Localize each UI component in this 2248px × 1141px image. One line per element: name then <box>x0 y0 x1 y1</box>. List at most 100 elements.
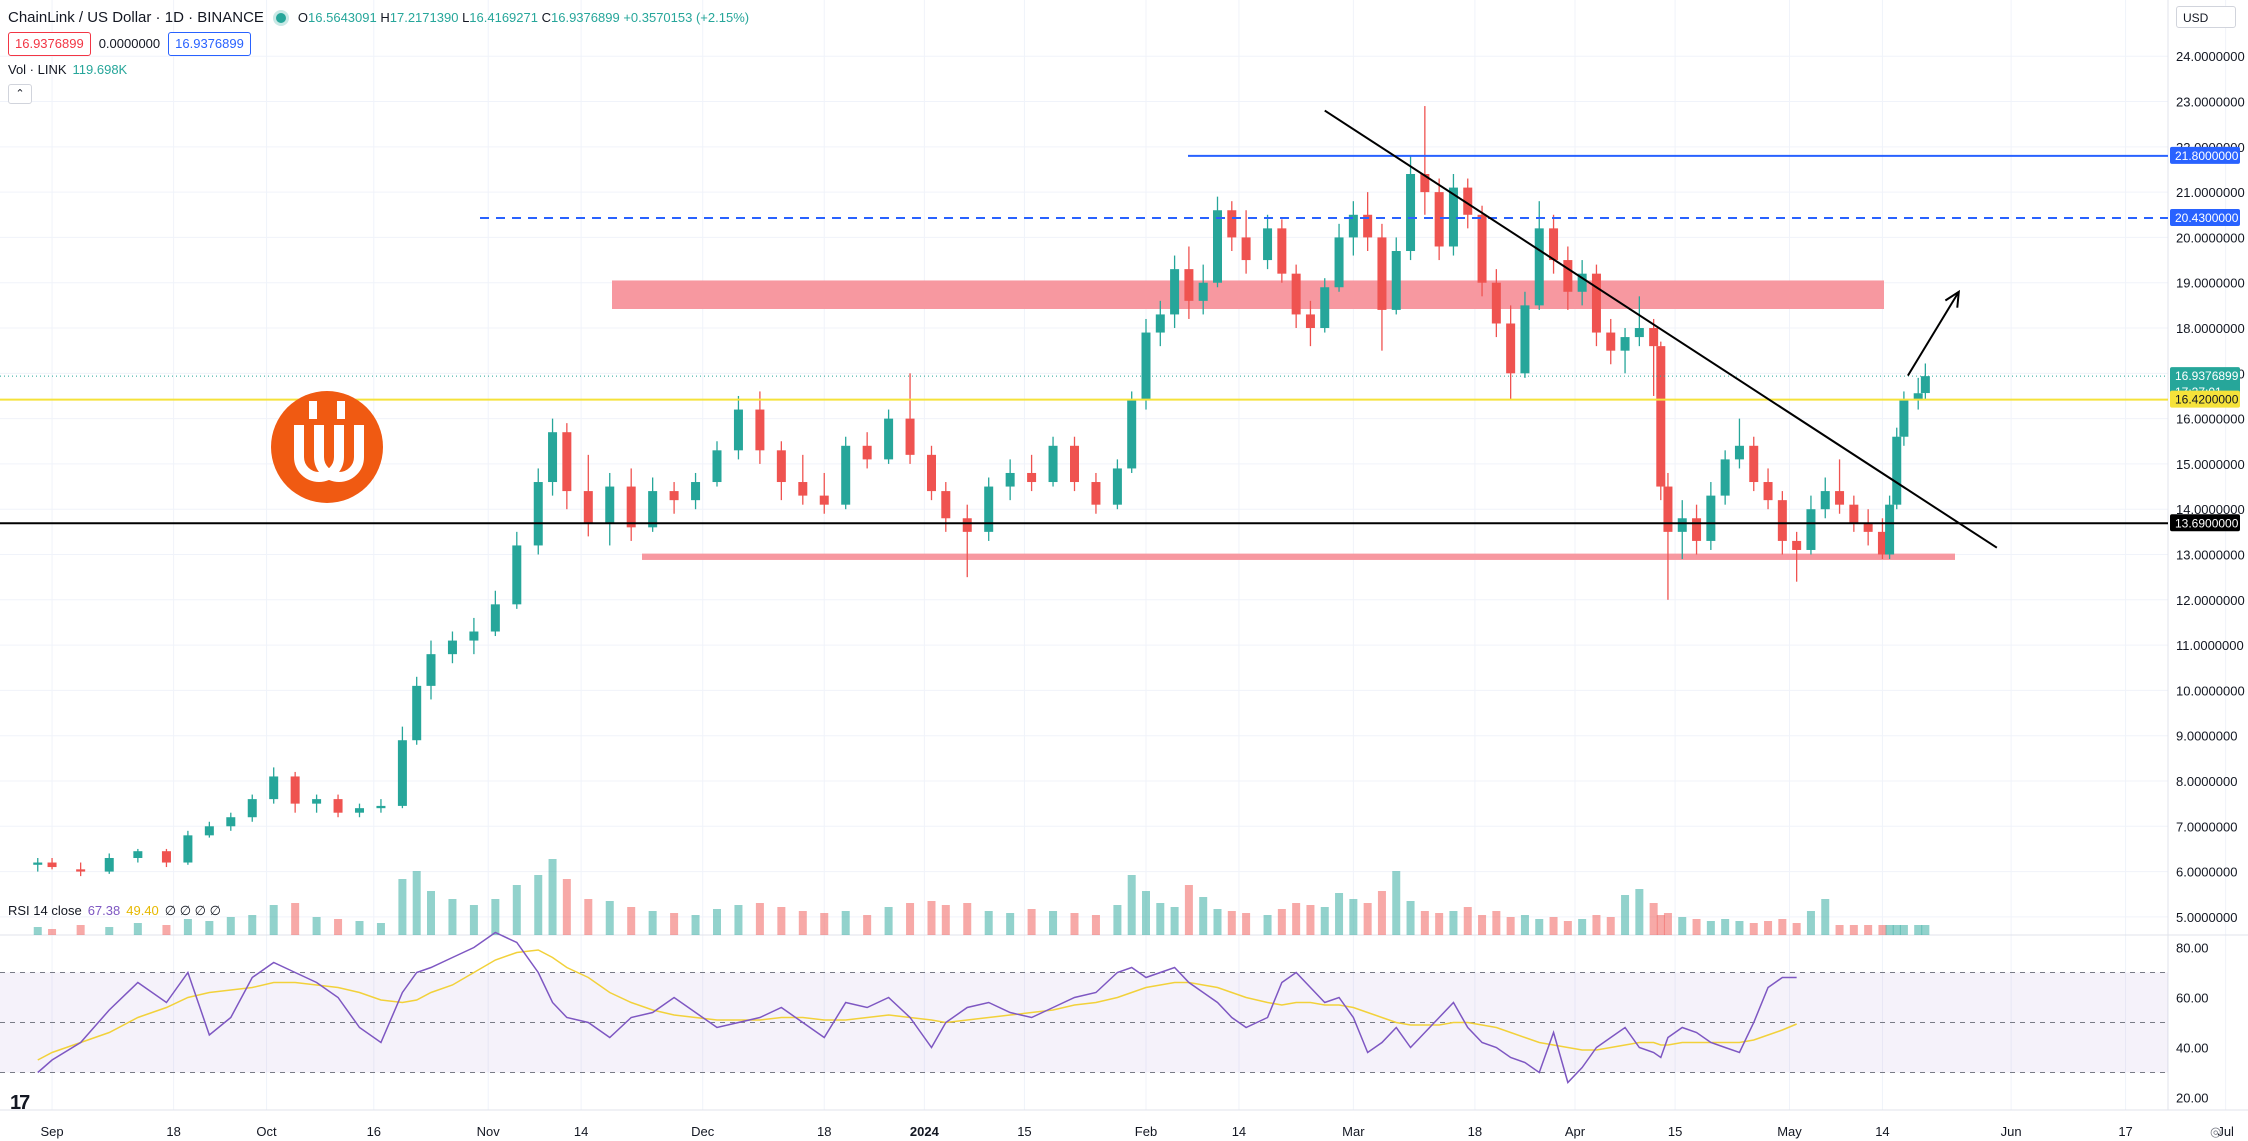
volume-bar <box>1749 923 1758 935</box>
candle-body <box>1820 491 1830 510</box>
candle <box>1141 318 1151 410</box>
volume-bar <box>1649 903 1658 935</box>
volume-bar <box>1070 913 1079 935</box>
rsi-value: 67.38 <box>87 903 121 918</box>
volume-bar <box>226 917 235 935</box>
rsi-legend[interactable]: RSI 14 close 67.38 49.40 ∅ ∅ ∅ ∅ <box>8 903 221 919</box>
candle <box>1549 214 1559 274</box>
candle <box>1070 436 1079 492</box>
ohlc-values: O16.5643091 H17.2171390 L16.4169271 C16.… <box>298 8 749 28</box>
volume-bar <box>1142 891 1150 935</box>
volume-bar <box>183 919 192 935</box>
candle-body <box>1835 491 1845 505</box>
volume-bar <box>1535 919 1544 935</box>
candle-body <box>1734 445 1744 460</box>
low-key: L <box>462 10 470 25</box>
candle <box>1885 495 1895 560</box>
rsi-ma-value: 49.40 <box>126 903 159 918</box>
time-tick-label: May <box>1777 1124 1802 1139</box>
price-tick-label: 10.0000000 <box>2176 683 2245 698</box>
candle <box>1363 192 1373 252</box>
volume-bar <box>162 925 171 935</box>
candle-body <box>447 640 457 655</box>
volume-bar <box>1885 925 1894 935</box>
candle <box>776 441 786 501</box>
volume-bar <box>863 915 872 935</box>
candle <box>862 432 872 469</box>
candle-body <box>1448 187 1458 247</box>
price-tick-label: 8.0000000 <box>2176 774 2237 789</box>
candle <box>1305 300 1315 347</box>
candle-body <box>1005 472 1015 487</box>
candle <box>1863 509 1873 546</box>
symbol-title[interactable]: ChainLink / US Dollar · 1D · BINANCE <box>8 9 264 26</box>
candle-body <box>1849 504 1859 523</box>
time-tick-label: 15 <box>1668 1124 1682 1139</box>
candle <box>1112 459 1122 510</box>
volume-bar <box>941 905 950 935</box>
axes: 24.000000023.000000022.000000021.0000000… <box>40 49 2245 1139</box>
time-tick-label: Apr <box>1565 1124 1586 1139</box>
candle-body <box>1263 228 1273 261</box>
candle <box>626 468 636 541</box>
volume-bar <box>1592 915 1601 935</box>
candle-body <box>1227 210 1237 238</box>
volume-bar <box>1764 921 1773 935</box>
candle-body <box>1091 482 1101 505</box>
candle <box>733 395 743 460</box>
collapse-legend-button[interactable]: ⌃ <box>8 84 32 104</box>
candle-body <box>1112 468 1122 505</box>
volume-title: Vol · LINK <box>8 62 67 77</box>
price-tag-label: 16.4200000 <box>2175 393 2239 407</box>
sell-price-button[interactable]: 16.9376899 <box>8 32 91 56</box>
candle-body <box>133 851 143 858</box>
volume-legend[interactable]: Vol · LINK 119.698K <box>8 60 127 80</box>
candle <box>1277 219 1287 283</box>
price-tag: 20.4300000 <box>2170 208 2240 226</box>
candle-body <box>226 817 236 827</box>
candle-body <box>355 808 364 813</box>
candle-body <box>1377 237 1387 310</box>
candle <box>1170 255 1180 329</box>
candle <box>247 794 257 822</box>
volume-bars <box>33 859 1930 935</box>
candle-body <box>1656 346 1666 487</box>
candle <box>1620 328 1630 374</box>
volume-bar <box>1170 907 1179 935</box>
candle <box>1241 210 1251 274</box>
candle <box>47 857 57 870</box>
time-tick-label: Jun <box>2001 1124 2022 1139</box>
candle <box>941 482 951 532</box>
candle-body <box>691 482 701 501</box>
candle-body <box>1549 228 1559 261</box>
candle-body <box>1692 518 1702 541</box>
volume-bar <box>627 907 636 935</box>
projection-arrow <box>1907 291 1960 377</box>
candle-body <box>1213 210 1222 283</box>
buy-price-button[interactable]: 16.9376899 <box>168 32 251 56</box>
tradingview-logo[interactable]: 17 <box>10 1092 30 1114</box>
currency-selector[interactable]: USD <box>2176 6 2236 28</box>
rsi-empty-values: ∅ ∅ ∅ ∅ <box>164 903 221 918</box>
volume-bar <box>1377 891 1386 935</box>
candle-body <box>1706 495 1716 541</box>
candle <box>1634 296 1644 347</box>
candle-body <box>733 409 743 451</box>
volume-bar <box>412 871 421 935</box>
candle <box>841 436 851 510</box>
settings-icon[interactable]: ◎ <box>2210 1124 2222 1139</box>
volume-bar <box>777 907 786 935</box>
volume-bar <box>1864 925 1873 935</box>
volume-bar <box>1049 911 1058 935</box>
change-value: +0.3570153 (+2.15%) <box>623 10 750 25</box>
candle-body <box>533 482 543 546</box>
volume-bar <box>512 885 521 935</box>
candle <box>1127 391 1137 473</box>
candle <box>469 617 479 655</box>
candle-body <box>1863 522 1873 532</box>
spread-value: 0.0000000 <box>98 36 161 51</box>
volume-bar <box>755 903 764 935</box>
candle <box>1184 246 1194 319</box>
candle-body <box>1406 174 1416 252</box>
